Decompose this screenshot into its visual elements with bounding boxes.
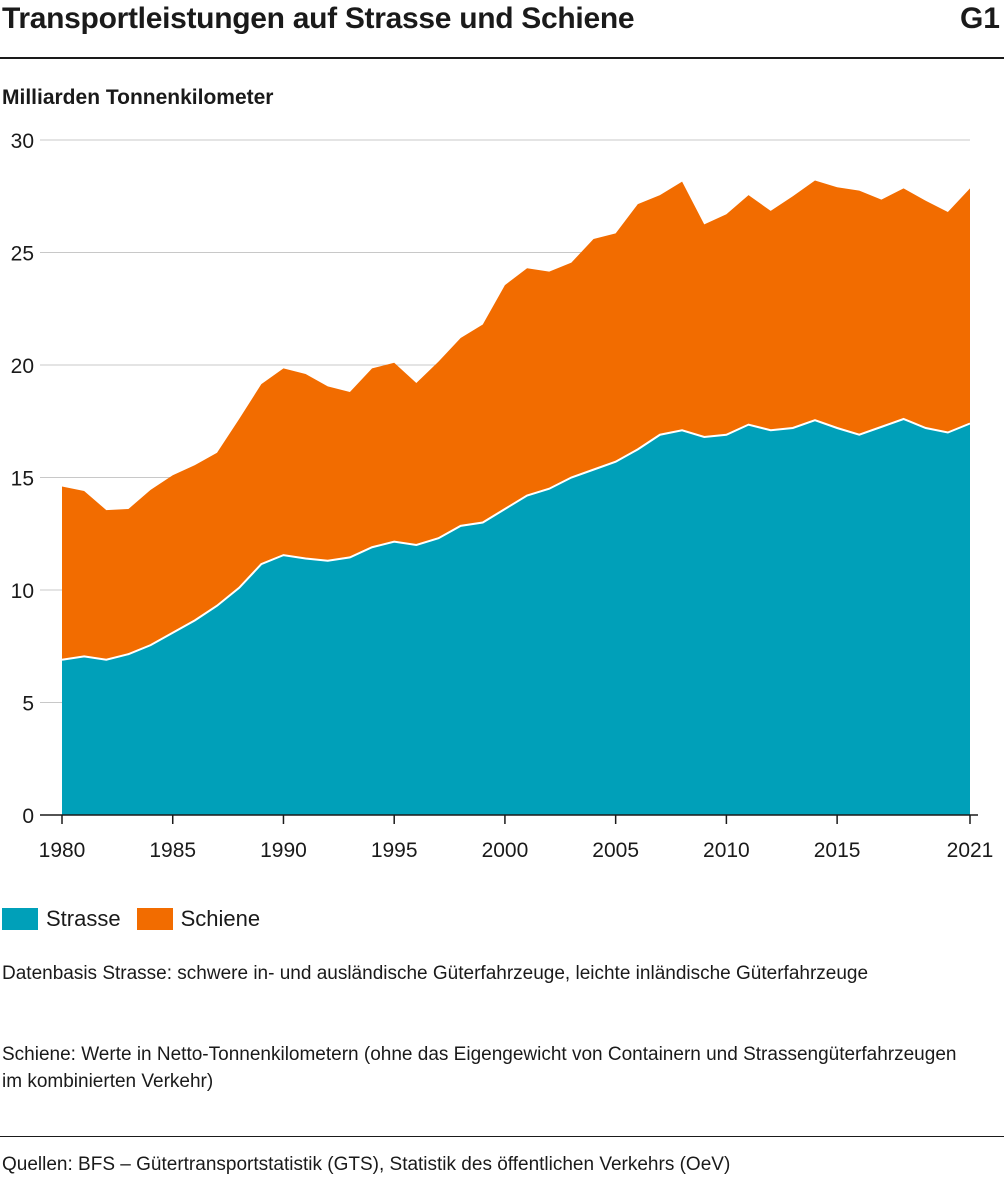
legend-item-strasse: Strasse xyxy=(2,906,121,932)
note-strasse: Datenbasis Strasse: schwere in- und ausl… xyxy=(2,963,869,984)
note-schiene: Schiene: Werte in Netto-Tonnenkilometern… xyxy=(2,1044,957,1092)
x-tick-label: 1995 xyxy=(371,839,418,862)
x-tick-label: 2005 xyxy=(592,839,639,862)
footer-divider xyxy=(0,1136,1004,1137)
axes xyxy=(40,814,978,824)
legend-label-schiene: Schiene xyxy=(180,906,261,931)
source-note: Quellen: BFS – Gütertransportstatistik (… xyxy=(2,1154,731,1175)
legend: Strasse Schiene xyxy=(2,906,276,932)
y-axis-unit-label: Milliarden Tonnenkilometer xyxy=(2,86,274,109)
x-tick-label: 2010 xyxy=(703,839,750,862)
y-tick-label: 20 xyxy=(11,355,34,378)
y-tick-label: 30 xyxy=(11,130,34,153)
x-tick-label: 1985 xyxy=(149,839,196,862)
chart-code: G1 xyxy=(959,2,1000,35)
series-boundary-line xyxy=(61,417,971,661)
x-tick-label: 2015 xyxy=(814,839,861,862)
x-tick-label: 2000 xyxy=(482,839,529,862)
stacked-area-chart: 0 5 10 15 20 25 30 1980 1985 1990 1995 2000 2005 201… xyxy=(11,130,994,862)
y-tick-label: 10 xyxy=(11,580,34,603)
y-tick-label: 25 xyxy=(11,243,34,266)
area-schiene xyxy=(62,180,970,660)
legend-label-strasse: Strasse xyxy=(46,906,121,931)
y-tick-label: 0 xyxy=(22,805,34,828)
y-tick-labels: 0 5 10 15 20 25 30 xyxy=(11,130,34,828)
area-strasse xyxy=(62,419,970,815)
y-tick-label: 15 xyxy=(11,468,34,491)
x-tick-labels: 1980 1985 1990 1995 2000 2005 2010 2015 2021 xyxy=(39,839,994,862)
area-series xyxy=(61,180,971,815)
y-tick-label: 5 xyxy=(22,693,34,716)
legend-swatch-strasse xyxy=(2,908,38,930)
x-tick-label: 2021 xyxy=(947,839,994,862)
header-divider xyxy=(0,57,1004,59)
legend-swatch-schiene xyxy=(136,908,173,930)
x-tick-label: 1980 xyxy=(39,839,86,862)
chart-title: Transportleistungen auf Strasse und Schi… xyxy=(2,2,635,35)
legend-item-schiene: Schiene xyxy=(136,906,261,932)
x-tick-label: 1990 xyxy=(260,839,307,862)
